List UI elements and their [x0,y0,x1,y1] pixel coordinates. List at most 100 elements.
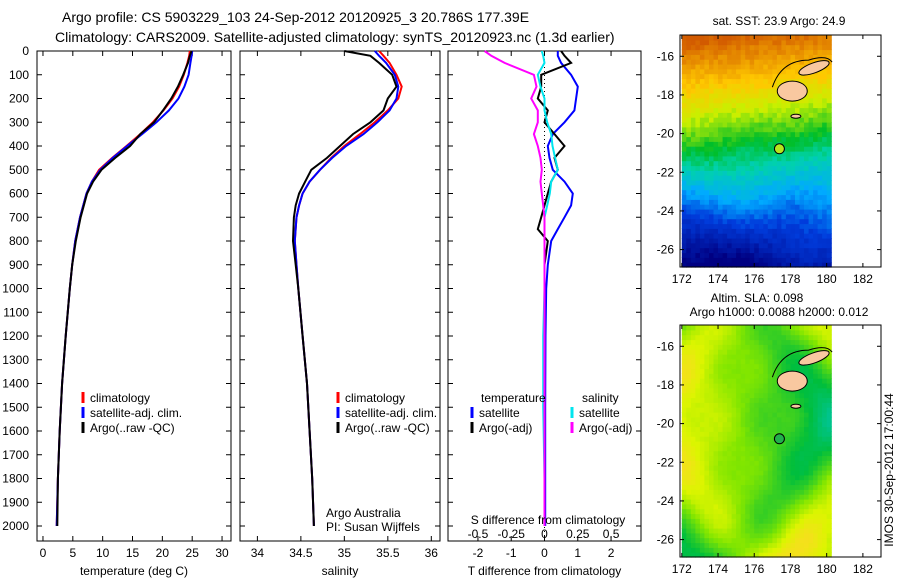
map-cell [713,49,719,55]
map-cell [749,175,755,181]
map-cell [695,218,701,225]
map-cell [826,445,832,452]
map-cell [763,431,769,437]
map-cell [767,508,773,515]
map-cell [740,412,746,418]
map-cell [817,508,823,515]
map-cell [681,233,687,239]
figure-title-line2: Climatology: CARS2009. Satellite-adjuste… [55,29,615,45]
map-cell [826,392,832,399]
map-cell [790,131,796,138]
map-cell [699,339,705,345]
map-cell [740,532,746,539]
legend-label: satellite-adj. clim. [90,406,182,420]
map-cell [681,474,687,481]
map-cell [745,247,751,254]
map-cell [722,325,728,331]
map-cell [804,247,810,254]
map-cell [718,431,724,437]
map-cell [763,494,769,500]
map-cell [709,368,715,374]
map-cell [709,194,715,200]
map-cell [799,146,805,152]
map-cell [709,508,715,515]
map-cell [690,349,696,355]
map-cell [699,354,705,360]
map-cell [758,373,764,379]
map-cell [813,247,819,254]
map-cell [785,64,791,70]
map-cell [695,35,701,41]
map-cell [776,189,782,196]
map-cell [758,59,764,65]
map-cell [695,465,701,471]
map-cell [817,107,823,113]
map-cell [808,474,814,481]
map-cell [709,218,715,225]
map-cell [740,141,746,147]
map-cell [817,503,823,510]
map-cell [781,358,787,365]
map-cell [731,470,737,476]
map-cell [772,518,778,524]
island-kadavu [790,403,802,409]
map-cell [731,170,737,176]
map-cell [772,460,778,466]
map-cell [795,170,801,176]
map-cell [731,392,737,399]
map-cell [704,378,710,384]
map-cell [713,122,719,128]
map-cell [722,73,728,80]
map-cell [799,397,805,403]
map-cell [686,402,692,408]
map-cell [718,170,724,176]
map-cell [758,184,764,191]
map-cell [718,199,724,205]
map-cell [731,552,737,558]
map-cell [758,363,764,370]
map-cell [713,373,719,379]
lat-tick-label: -22 [657,165,675,179]
map-cell [781,122,787,128]
map-cell [754,528,760,534]
map-cell [822,204,828,210]
map-cell [799,339,805,345]
map-cell [709,184,715,191]
map-cell [690,184,696,191]
map-cell [817,126,823,133]
map-cell [749,64,755,70]
map-cell [790,223,796,229]
map-cell [681,334,687,341]
map-cell [749,122,755,128]
map-cell [808,151,814,157]
map-cell [817,204,823,210]
map-cell [822,547,828,553]
map-cell [826,73,832,80]
map-cell [718,503,724,510]
map-cell [813,523,819,529]
map-cell [754,421,760,428]
map-cell [813,151,819,157]
map-cell [731,73,737,80]
sst-map-grid [681,35,832,268]
map-cell [681,131,687,138]
map-cell [709,373,715,379]
map-cell [704,431,710,437]
map-cell [808,136,814,142]
map-cell [785,397,791,403]
map-cell [781,489,787,495]
map-cell [690,170,696,176]
map-cell [822,170,828,176]
map-cell [754,416,760,423]
map-cell [817,325,823,331]
x-tick-label: 30 [215,546,229,560]
map-cell [704,126,710,133]
map-cell [817,474,823,481]
map-cell [763,528,769,534]
map-cell [790,238,796,244]
map-cell [767,93,773,99]
map-cell [763,126,769,133]
map-cell [790,431,796,437]
map-cell [749,213,755,220]
map-cell [727,329,733,336]
